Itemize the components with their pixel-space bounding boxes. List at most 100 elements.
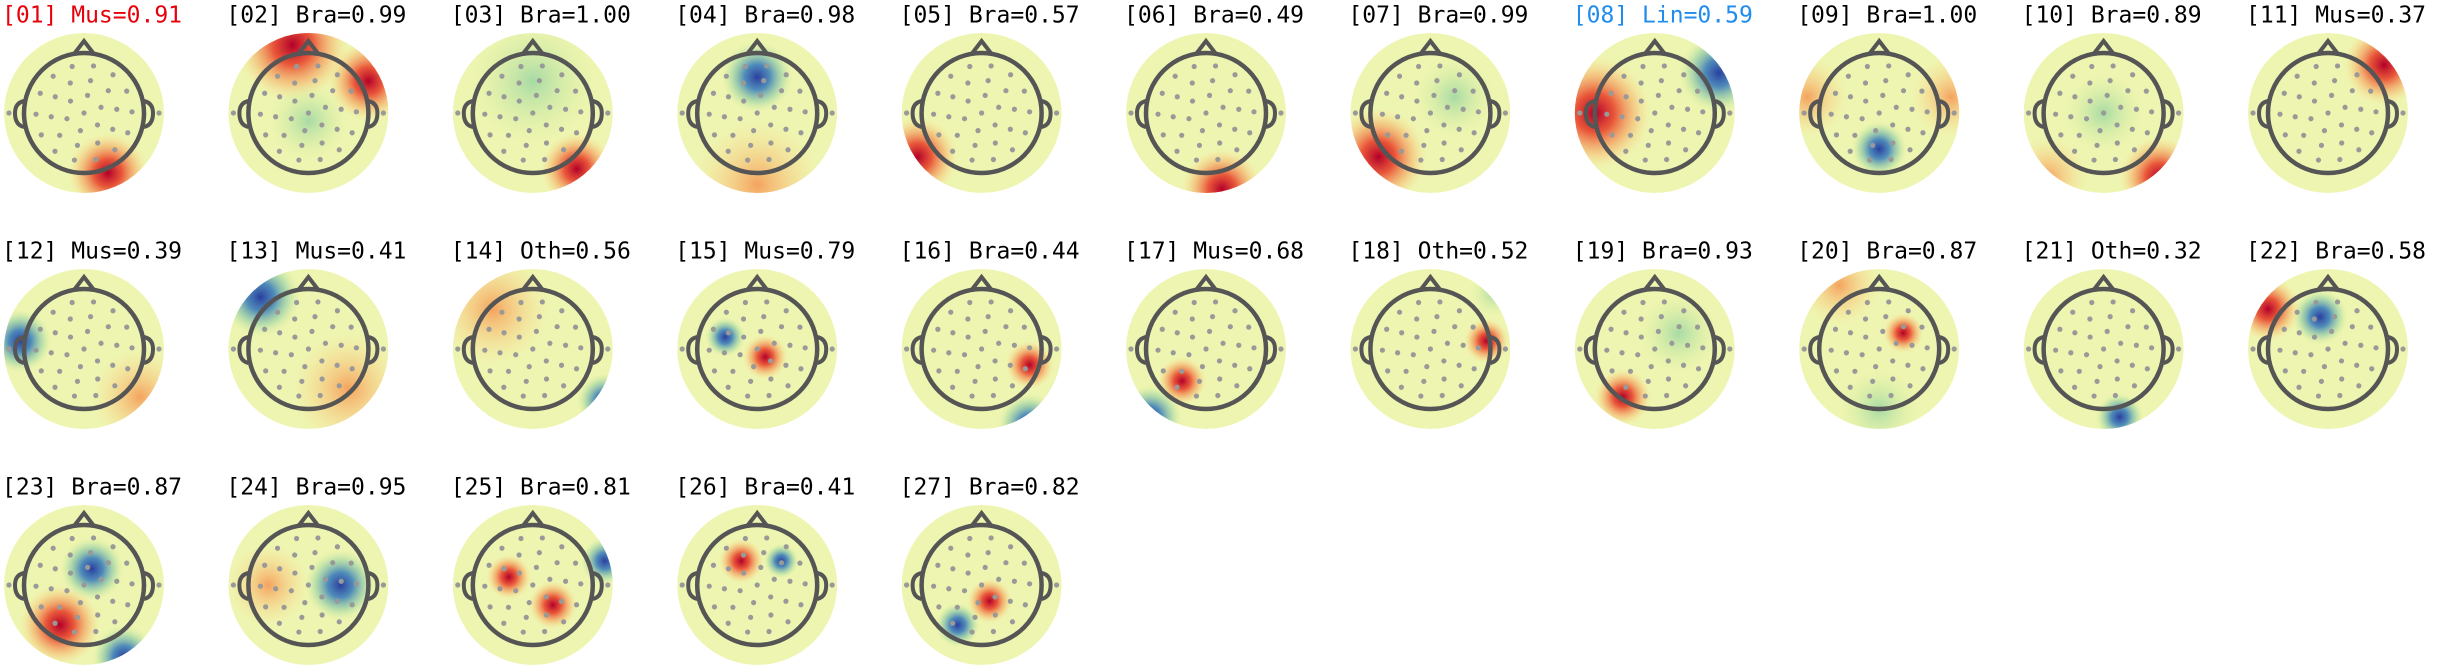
- component: [07] Bra=0.99: [1348, 3, 1528, 193]
- electrode: [1619, 114, 1625, 120]
- topomap: [677, 33, 838, 193]
- component-label: [17] Mus=0.68: [1124, 239, 1304, 265]
- electrode: [679, 582, 685, 588]
- electrode: [1189, 80, 1195, 86]
- electrode: [1193, 157, 1200, 163]
- electrode: [1246, 88, 1252, 94]
- electrode: [520, 629, 526, 635]
- electrode: [296, 629, 302, 635]
- electrode: [2101, 110, 2107, 116]
- electrode: [1379, 347, 1386, 353]
- head-nose: [521, 509, 545, 528]
- electrode: [482, 347, 488, 353]
- electrode: [1403, 132, 1409, 138]
- head-outline: [2041, 286, 2166, 412]
- electrode: [281, 604, 287, 610]
- head-ear: [686, 571, 698, 601]
- electrode: [105, 88, 111, 94]
- electrode: [1635, 116, 1641, 122]
- electrode: [1665, 376, 1672, 382]
- component-label: [19] Bra=0.93: [1573, 239, 1753, 265]
- electrode: [523, 614, 529, 620]
- electrode: [1852, 368, 1858, 374]
- head-ear: [237, 335, 249, 365]
- electrode: [745, 393, 751, 399]
- electrode: [562, 106, 569, 112]
- electrode: [1414, 334, 1420, 340]
- electrode: [94, 594, 101, 600]
- electrode: [487, 604, 493, 610]
- electrode: [497, 350, 503, 356]
- electrode: [572, 560, 579, 566]
- electrode: [2354, 362, 2360, 368]
- component: [13] Mus=0.41: [226, 239, 406, 429]
- electrode: [965, 316, 971, 322]
- electrode: [725, 330, 732, 336]
- electrode: [2292, 114, 2298, 120]
- head-nose: [1643, 37, 1667, 56]
- electrode: [578, 109, 584, 115]
- electrode: [1621, 73, 1627, 79]
- electrode: [1199, 128, 1206, 134]
- topomap-blob: [1158, 357, 1206, 405]
- electrode: [2087, 98, 2093, 104]
- head-ear: [2032, 99, 2045, 129]
- electrode: [1424, 364, 1430, 370]
- electrode: [129, 345, 135, 351]
- head-ear: [2256, 335, 2269, 365]
- electrode: [74, 378, 81, 384]
- electrode: [334, 126, 340, 132]
- electrode: [93, 628, 99, 635]
- electrode: [98, 340, 104, 346]
- electrode: [348, 88, 354, 94]
- electrode: [745, 629, 751, 635]
- electrode: [2087, 334, 2093, 340]
- head-outline: [1592, 286, 1718, 412]
- electrode: [975, 128, 981, 134]
- electrode: [2097, 364, 2103, 370]
- head-ear: [1583, 99, 1596, 129]
- electrode: [539, 299, 545, 305]
- electrode: [2311, 98, 2318, 104]
- electrode: [721, 586, 728, 592]
- electrode: [725, 94, 732, 100]
- electrode: [558, 362, 565, 368]
- electrode: [2354, 72, 2360, 78]
- electrode: [105, 560, 111, 566]
- electrode: [1801, 110, 1807, 116]
- electrode: [84, 564, 91, 570]
- component: [23] Bra=0.87: [2, 475, 182, 665]
- electrode: [751, 128, 757, 134]
- electrode: [711, 604, 718, 610]
- electrode: [948, 545, 954, 551]
- head-ear: [1714, 335, 1726, 365]
- electrode: [1159, 326, 1165, 332]
- electrode: [1845, 73, 1851, 79]
- electrode: [2368, 324, 2374, 330]
- component: [05] Bra=0.57: [900, 3, 1080, 193]
- electrode: [1801, 346, 1807, 352]
- electrode: [2129, 362, 2135, 368]
- head-outline: [2265, 50, 2391, 176]
- head-nose: [72, 273, 96, 292]
- topomap-blob: [742, 334, 788, 380]
- electrode: [1191, 299, 1197, 306]
- head-outline: [2041, 50, 2166, 176]
- electrode: [2334, 63, 2341, 69]
- head-ear: [1938, 335, 1951, 365]
- electrode: [2114, 140, 2120, 146]
- electrode: [1502, 110, 1508, 116]
- electrode: [2072, 330, 2078, 336]
- electrode: [312, 314, 318, 320]
- electrode: [1398, 384, 1404, 390]
- electrode: [1870, 378, 1876, 384]
- electrode: [2369, 366, 2375, 372]
- component-label: [16] Bra=0.44: [900, 239, 1080, 265]
- electrode: [965, 80, 971, 86]
- electrode: [2091, 393, 2097, 399]
- component-label: [14] Oth=0.56: [451, 239, 631, 265]
- electrode: [2311, 80, 2317, 86]
- electrode: [1684, 106, 1691, 112]
- electrode: [730, 604, 736, 610]
- topomap-blob: [1414, 57, 1495, 137]
